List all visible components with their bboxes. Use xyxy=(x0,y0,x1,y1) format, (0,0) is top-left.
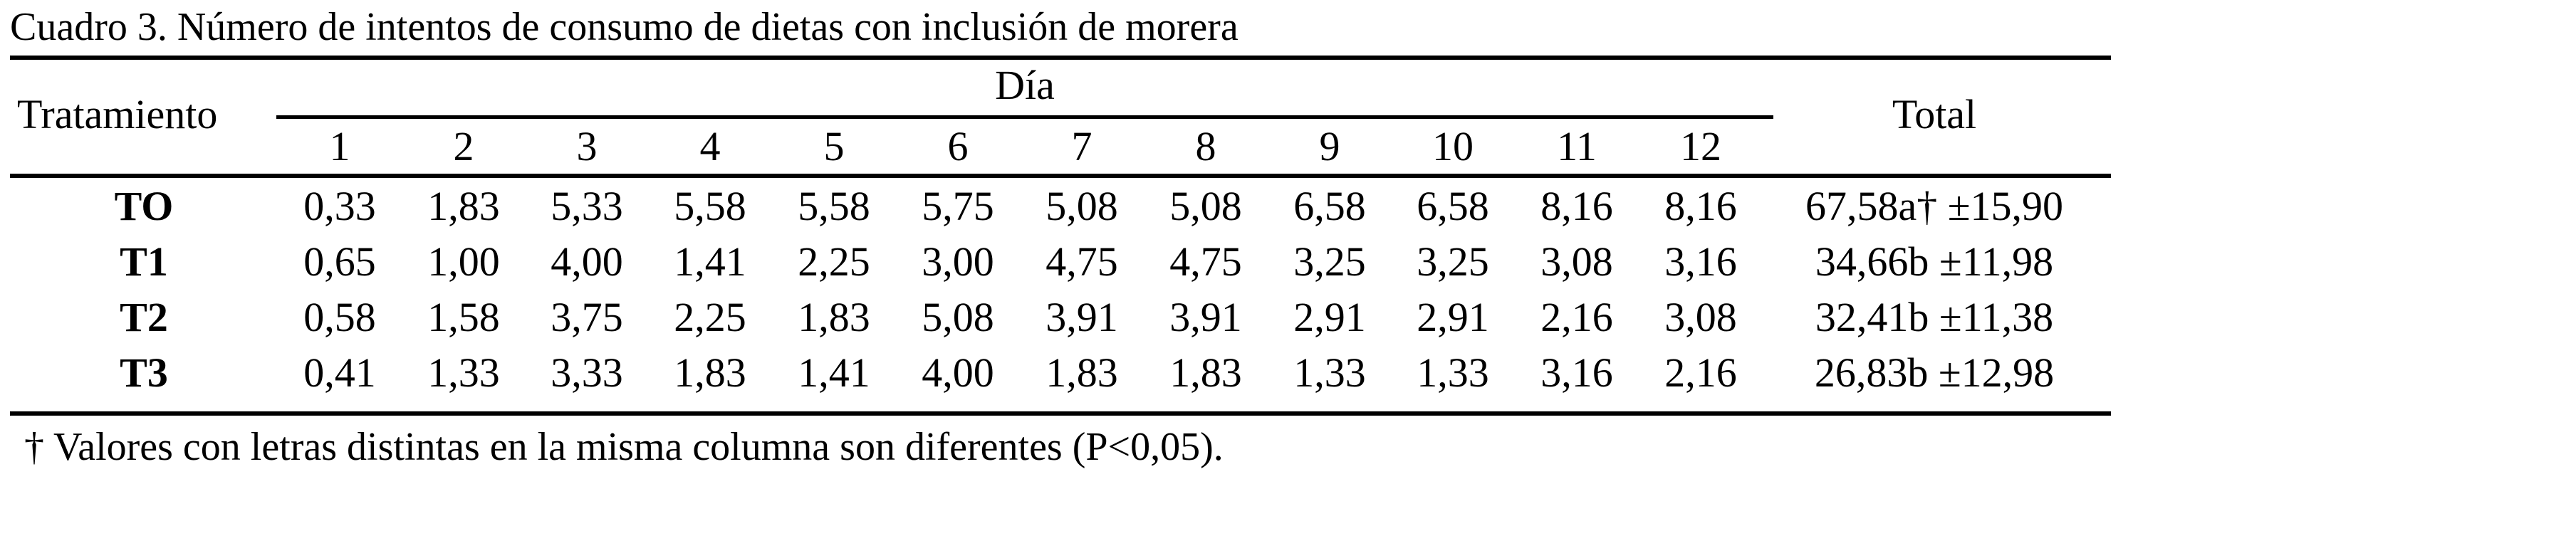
header-day-6: 6 xyxy=(947,123,969,169)
table-cell: 2,91 xyxy=(1417,294,1489,340)
table-cell: 4,00 xyxy=(922,349,994,396)
table-cell: 2,16 xyxy=(1540,294,1613,340)
table-cell: 8,16 xyxy=(1664,183,1737,229)
header-day-5: 5 xyxy=(823,123,845,169)
table-cell: 2,25 xyxy=(674,294,746,340)
header-day-3: 3 xyxy=(576,123,598,169)
header-bottom-rule xyxy=(10,174,2111,178)
table-cell: 5,08 xyxy=(1169,183,1242,229)
header-day-2: 2 xyxy=(453,123,474,169)
table-cell: 6,58 xyxy=(1293,183,1366,229)
table-cell: 2,25 xyxy=(798,238,870,285)
table-cell: 6,58 xyxy=(1417,183,1489,229)
table-cell: 5,58 xyxy=(674,183,746,229)
table-cell: 2,16 xyxy=(1664,349,1737,396)
header-day-9: 9 xyxy=(1319,123,1340,169)
header-day-1: 1 xyxy=(329,123,350,169)
row-label: T1 xyxy=(120,238,168,285)
row-label: T2 xyxy=(120,294,168,340)
row-label: TO xyxy=(114,183,174,229)
table-cell: 0,41 xyxy=(303,349,376,396)
table-cell: 3,08 xyxy=(1664,294,1737,340)
total-cell: 26,83b ±12,98 xyxy=(1814,349,2055,396)
header-day-12: 12 xyxy=(1680,123,1721,169)
table-cell: 5,75 xyxy=(922,183,994,229)
table-cell: 1,83 xyxy=(1045,349,1118,396)
table-cell: 3,91 xyxy=(1045,294,1118,340)
table-bottom-rule xyxy=(10,411,2111,416)
row-label: T3 xyxy=(120,349,168,396)
table-cell: 4,00 xyxy=(551,238,623,285)
table-cell: 0,65 xyxy=(303,238,376,285)
table-cell: 3,16 xyxy=(1664,238,1737,285)
table-cell: 5,08 xyxy=(922,294,994,340)
header-day-4: 4 xyxy=(699,123,721,169)
total-cell: 67,58a† ±15,90 xyxy=(1805,183,2064,229)
table-cell: 1,83 xyxy=(1169,349,1242,396)
table-cell: 1,00 xyxy=(427,238,500,285)
table-cell: 3,75 xyxy=(551,294,623,340)
table-cell: 3,00 xyxy=(922,238,994,285)
table-top-rule xyxy=(10,56,2111,60)
table-cell: 3,25 xyxy=(1417,238,1489,285)
table-cell: 4,75 xyxy=(1045,238,1118,285)
table-cell: 1,33 xyxy=(1293,349,1366,396)
table-cell: 1,58 xyxy=(427,294,500,340)
header-treatment: Tratamiento xyxy=(17,91,218,137)
total-cell: 34,66b ±11,98 xyxy=(1815,238,2054,285)
table-cell: 0,58 xyxy=(303,294,376,340)
header-day-11: 11 xyxy=(1557,123,1597,169)
table-cell: 3,25 xyxy=(1293,238,1366,285)
table-cell: 3,08 xyxy=(1540,238,1613,285)
header-day-10: 10 xyxy=(1432,123,1474,169)
table-cell: 1,33 xyxy=(1417,349,1489,396)
header-total: Total xyxy=(1892,91,1977,137)
table-footnote: † Valores con letras distintas en la mis… xyxy=(24,425,1224,469)
total-cell: 32,41b ±11,38 xyxy=(1815,294,2054,340)
table-caption: Cuadro 3. Número de intentos de consumo … xyxy=(10,5,1239,49)
table-cell: 0,33 xyxy=(303,183,376,229)
table-cell: 1,41 xyxy=(674,238,746,285)
table-cell: 8,16 xyxy=(1540,183,1613,229)
table-cell: 2,91 xyxy=(1293,294,1366,340)
table-cell: 4,75 xyxy=(1169,238,1242,285)
table-cell: 5,33 xyxy=(551,183,623,229)
table-cell: 1,83 xyxy=(798,294,870,340)
table-cell: 5,08 xyxy=(1045,183,1118,229)
table-cell: 3,91 xyxy=(1169,294,1242,340)
header-day-7: 7 xyxy=(1071,123,1093,169)
table-cell: 1,33 xyxy=(427,349,500,396)
table-cell: 3,33 xyxy=(551,349,623,396)
table-cell: 1,83 xyxy=(674,349,746,396)
table-cell: 1,83 xyxy=(427,183,500,229)
header-day-group: Día xyxy=(995,62,1055,108)
day-group-rule xyxy=(276,115,1773,119)
header-day-8: 8 xyxy=(1195,123,1216,169)
table-cell: 5,58 xyxy=(798,183,870,229)
table-cell: 3,16 xyxy=(1540,349,1613,396)
table-cell: 1,41 xyxy=(798,349,870,396)
